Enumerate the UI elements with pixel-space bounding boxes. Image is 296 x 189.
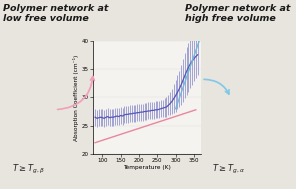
Y-axis label: Absorption Coefficient (cm⁻¹): Absorption Coefficient (cm⁻¹) (73, 54, 79, 141)
Text: Polymer network at
high free volume: Polymer network at high free volume (185, 4, 290, 23)
X-axis label: Temperature (K): Temperature (K) (123, 165, 171, 170)
Text: $T \geq T_{g,\alpha}$: $T \geq T_{g,\alpha}$ (212, 163, 245, 176)
Text: Polymer network at
low free volume: Polymer network at low free volume (3, 4, 108, 23)
Text: $T \geq T_{g,\beta}$: $T \geq T_{g,\beta}$ (12, 163, 45, 176)
